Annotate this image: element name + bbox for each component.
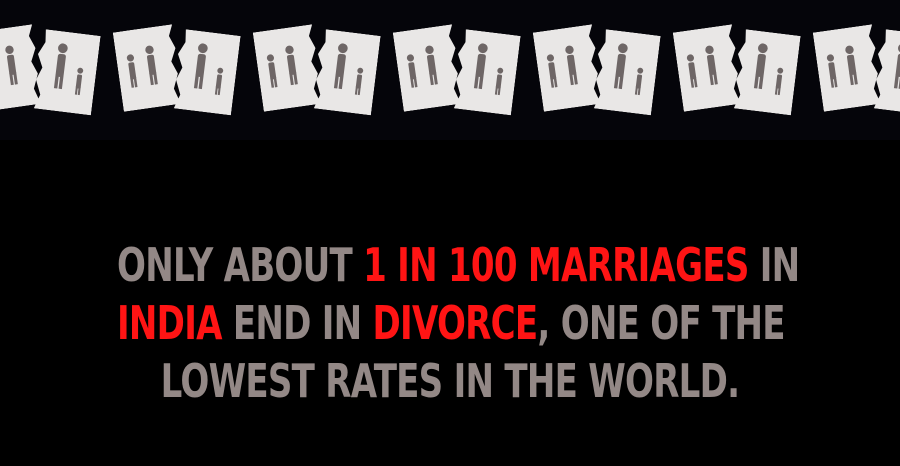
family-figures-icon [731,29,800,116]
headline-highlight: DIVORCE [372,296,539,350]
photo-left-half [253,24,324,112]
family-figures-icon [451,29,520,116]
torn-family-photo-icon [118,28,236,114]
photo-left-half [113,24,184,112]
family-figures-icon [813,24,884,112]
torn-family-photo-icon [258,28,376,114]
photo-right-half [731,29,800,116]
headline-text: , ONE OF THE [537,296,785,350]
headline-text: END IN [221,296,373,350]
family-figures-icon [0,24,43,112]
family-figures-icon [591,29,660,116]
family-figures-icon [533,24,604,112]
headline-text: LOWEST RATES IN THE WORLD. [160,354,740,408]
family-figures-icon [113,24,184,112]
torn-family-photo-icon [398,28,516,114]
family-figures-icon [253,24,324,112]
torn-family-photo-icon [538,28,656,114]
photo-left-half [813,24,884,112]
headline-highlight: INDIA [117,296,222,350]
family-figures-icon [171,29,240,116]
headline-text: IN [748,238,800,292]
family-figures-icon [673,24,744,112]
photo-left-half [393,24,464,112]
family-figures-icon [31,29,100,116]
photo-right-half [591,29,660,116]
headline-line-2: INDIA END IN DIVORCE, ONE OF THE [117,294,786,352]
torn-family-photo-icon [0,28,96,114]
torn-photo-border [0,0,900,140]
photo-left-half [533,24,604,112]
photo-right-half [311,29,380,116]
headline: ONLY ABOUT 1 IN 100 MARRIAGES IN INDIA E… [117,236,800,410]
photo-left-half [0,24,43,112]
torn-family-photo-icon [678,28,796,114]
photo-right-half [451,29,520,116]
torn-family-photo-icon [818,28,900,114]
photo-left-half [673,24,744,112]
headline-line-1: ONLY ABOUT 1 IN 100 MARRIAGES IN [117,236,800,294]
photo-right-half [31,29,100,116]
family-figures-icon [311,29,380,116]
headline-text: ONLY ABOUT [117,238,364,292]
headline-highlight: 1 IN 100 MARRIAGES [363,238,749,292]
photo-right-half [171,29,240,116]
family-figures-icon [393,24,464,112]
headline-line-3: LOWEST RATES IN THE WORLD. [117,352,783,410]
